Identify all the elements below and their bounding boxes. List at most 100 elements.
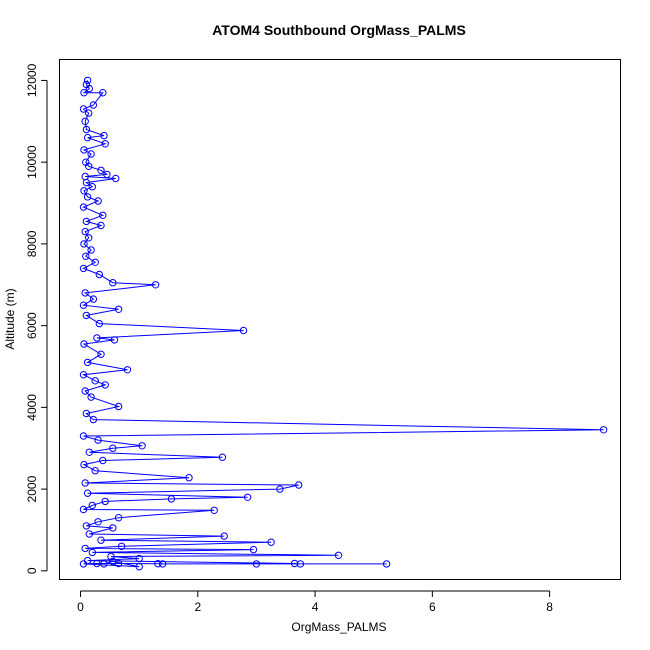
data-point xyxy=(81,227,89,236)
data-point xyxy=(107,552,115,561)
chart-title: ATOM4 Southbound OrgMass_PALMS xyxy=(212,22,466,38)
data-point xyxy=(99,89,107,97)
y-axis-label: Altitude (m) xyxy=(3,288,17,349)
data-point xyxy=(85,109,93,117)
data-point xyxy=(81,479,89,487)
data-point xyxy=(94,197,102,205)
data-point xyxy=(95,319,104,328)
data-point xyxy=(93,334,101,342)
data-point xyxy=(97,536,105,544)
data-point xyxy=(83,133,92,142)
data-point xyxy=(80,146,88,154)
data-point xyxy=(82,522,91,530)
data-point xyxy=(89,415,98,424)
x-tick-label: 2 xyxy=(194,600,201,614)
data-point xyxy=(103,170,111,179)
data-point xyxy=(79,432,88,440)
y-axis: 0 2000 4000 6000 8000 10000 12000 xyxy=(25,63,48,574)
data-point xyxy=(80,460,88,469)
data-point xyxy=(135,554,143,563)
data-point xyxy=(93,559,101,568)
data-point xyxy=(91,377,99,385)
data-point xyxy=(109,524,117,532)
data-point xyxy=(114,402,123,411)
data-point xyxy=(117,542,126,550)
x-tick-label: 6 xyxy=(429,600,436,614)
data-point xyxy=(81,544,89,553)
data-point xyxy=(79,105,88,113)
data-point xyxy=(167,495,176,503)
data-point xyxy=(82,125,91,134)
data-point xyxy=(210,506,218,514)
data-point xyxy=(88,183,97,191)
data-series xyxy=(79,76,608,571)
data-point xyxy=(95,270,104,279)
data-point xyxy=(220,532,228,540)
x-tick-label: 0 xyxy=(77,600,84,614)
data-point xyxy=(295,481,303,489)
data-point xyxy=(135,563,143,571)
data-point xyxy=(81,117,89,126)
data-point xyxy=(112,174,120,183)
data-point xyxy=(100,131,108,140)
data-point xyxy=(109,557,117,566)
data-point xyxy=(109,444,117,452)
y-tick-label: 0 xyxy=(25,567,39,574)
data-point xyxy=(81,387,89,395)
data-point xyxy=(81,289,89,297)
data-point xyxy=(82,311,91,320)
data-point xyxy=(599,426,608,434)
data-point xyxy=(110,336,119,344)
data-point xyxy=(382,560,391,568)
plot-frame xyxy=(59,59,621,580)
data-point xyxy=(83,489,92,497)
data-point xyxy=(87,246,95,254)
data-point xyxy=(138,442,146,450)
data-point xyxy=(85,448,94,456)
data-point xyxy=(218,453,227,461)
data-point xyxy=(99,456,107,465)
data-point xyxy=(101,381,109,389)
y-tick-label: 2000 xyxy=(25,475,39,502)
data-point xyxy=(85,84,94,93)
data-point xyxy=(80,240,88,248)
data-point xyxy=(101,140,109,148)
data-point xyxy=(87,393,95,401)
data-point xyxy=(158,560,167,568)
data-point xyxy=(154,560,162,568)
data-point xyxy=(80,89,88,97)
data-point xyxy=(109,279,117,287)
data-point xyxy=(83,76,92,85)
data-point xyxy=(100,560,108,568)
data-point xyxy=(79,264,88,273)
data-point xyxy=(89,295,98,303)
data-point xyxy=(252,560,261,568)
data-point xyxy=(91,467,99,475)
data-point xyxy=(85,234,93,242)
data-point xyxy=(101,497,109,506)
data-point xyxy=(82,409,91,418)
data-point xyxy=(91,258,99,266)
data-point xyxy=(94,518,102,526)
data-point xyxy=(114,305,123,313)
data-point xyxy=(290,559,299,568)
data-point xyxy=(79,505,88,514)
data-point xyxy=(85,530,94,538)
data-point xyxy=(87,150,95,158)
data-point xyxy=(85,162,93,171)
data-point xyxy=(80,340,88,348)
data-point xyxy=(94,436,102,444)
data-point xyxy=(296,560,305,568)
data-point xyxy=(82,217,91,226)
y-tick-label: 8000 xyxy=(25,230,39,257)
data-point xyxy=(97,221,105,230)
y-tick-label: 10000 xyxy=(25,145,39,179)
y-tick-label: 12000 xyxy=(25,63,39,97)
data-point xyxy=(97,350,105,358)
data-point xyxy=(151,281,160,289)
data-point xyxy=(88,501,97,510)
x-tick-label: 4 xyxy=(312,600,319,614)
data-point xyxy=(88,548,97,557)
y-tick-label: 4000 xyxy=(25,394,39,421)
